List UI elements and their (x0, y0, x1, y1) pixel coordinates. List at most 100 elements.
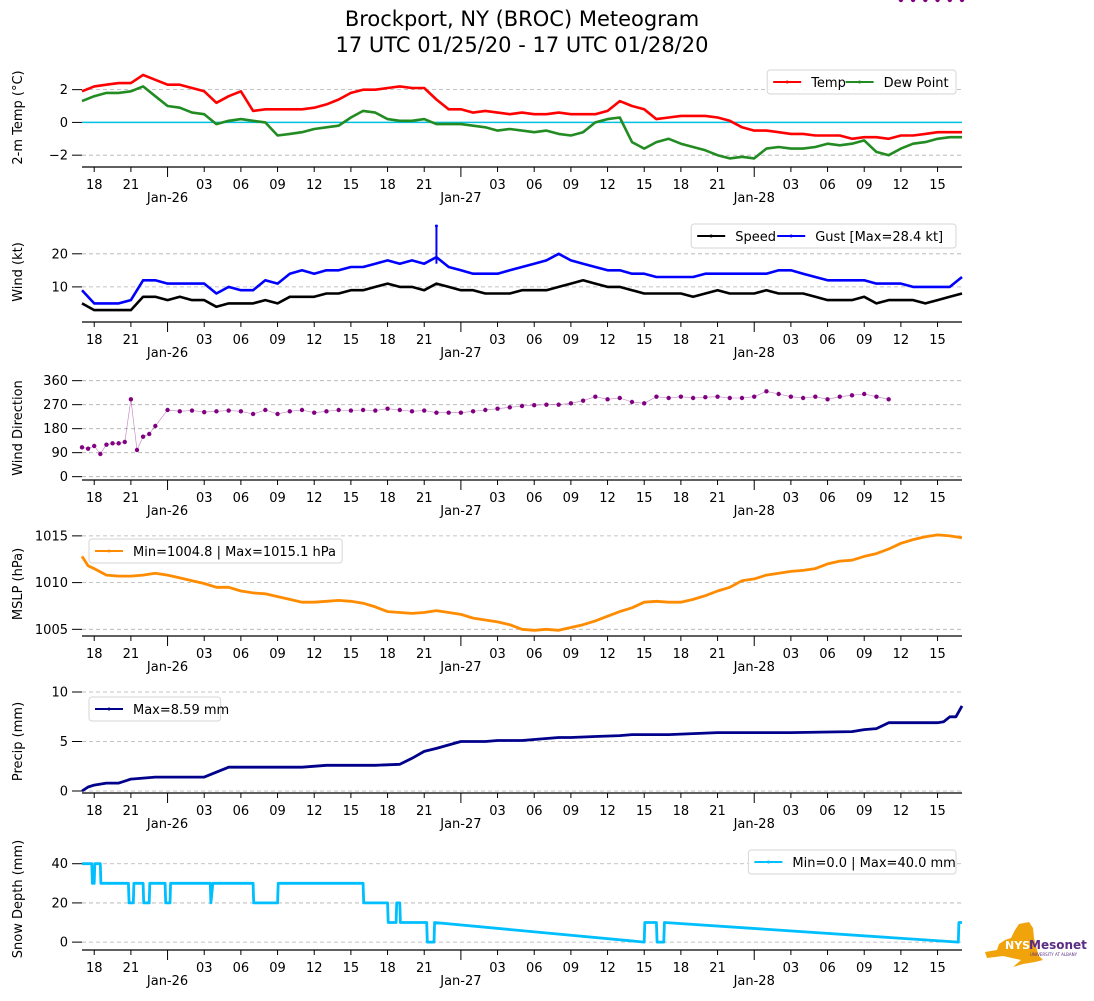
x-tick-label: 15 (636, 333, 653, 348)
legend-box-mslp (88, 538, 343, 564)
x-tick-label: 21 (709, 647, 726, 662)
x-tick-label: 18 (673, 178, 690, 193)
x-tick-label: 18 (673, 804, 690, 819)
x-tick-label: 18 (86, 333, 103, 348)
x-tick-label: 12 (599, 491, 616, 506)
x-tick-label: 15 (636, 647, 653, 662)
x-tick-label: 09 (269, 491, 286, 506)
series-line-snow (82, 862, 962, 944)
y-tick-label: 20 (51, 896, 68, 911)
series-line-dew (81, 85, 962, 160)
x-tick-label: 09 (856, 333, 873, 348)
x-tick-label: 03 (783, 491, 800, 506)
x-day-label: Jan-27 (439, 974, 481, 989)
y-tick-label: 10 (51, 280, 68, 295)
x-tick-label: 06 (526, 178, 543, 193)
legend-marker (789, 234, 793, 238)
x-day-label: Jan-28 (733, 817, 775, 832)
x-day-label: Jan-28 (733, 974, 775, 989)
x-tick-label: 09 (856, 647, 873, 662)
data-point-wdir (947, 0, 952, 3)
series-line-precip (81, 705, 964, 793)
x-tick-label: 09 (563, 961, 580, 976)
x-tick-label: 15 (929, 333, 946, 348)
x-day-label: Jan-26 (146, 974, 188, 989)
legend-box-precip (88, 696, 222, 722)
nys-mesonet-logo: NYS Mesonet UNIVERSITY AT ALBANY (983, 920, 1088, 970)
x-tick-label: 09 (563, 491, 580, 506)
legend-marker (107, 707, 111, 711)
x-tick-label: 06 (819, 961, 836, 976)
y-axis-label-wind: Wind (kt) (11, 242, 26, 302)
x-tick-label: 03 (489, 804, 506, 819)
x-tick-label: 06 (819, 804, 836, 819)
x-tick-label: 09 (269, 647, 286, 662)
x-tick-label: 06 (233, 178, 250, 193)
x-tick-label: 09 (856, 178, 873, 193)
x-tick-label: 06 (233, 333, 250, 348)
chart-title: Brockport, NY (BROC) Meteogram 17 UTC 01… (0, 6, 1044, 58)
x-day-label: Jan-26 (146, 817, 188, 832)
x-tick-label: 15 (343, 491, 360, 506)
y-tick-label: 40 (51, 857, 68, 872)
x-tick-label: 21 (416, 333, 433, 348)
x-tick-label: 18 (673, 333, 690, 348)
x-tick-label: 15 (343, 333, 360, 348)
x-tick-label: 18 (379, 961, 396, 976)
x-tick-label: 12 (306, 961, 323, 976)
x-tick-label: 09 (269, 804, 286, 819)
x-tick-label: 18 (86, 961, 103, 976)
x-tick-label: 03 (783, 961, 800, 976)
x-day-label: Jan-27 (439, 817, 481, 832)
x-tick-label: 09 (563, 333, 580, 348)
x-tick-label: 12 (893, 804, 910, 819)
x-tick-label: 21 (709, 804, 726, 819)
x-tick-label: 12 (306, 804, 323, 819)
x-tick-label: 12 (306, 178, 323, 193)
x-tick-label: 15 (343, 961, 360, 976)
x-tick-label: 03 (783, 647, 800, 662)
wdir-connector-line (81, 390, 889, 455)
x-tick-label: 09 (563, 178, 580, 193)
x-tick-label: 15 (929, 647, 946, 662)
x-tick-label: 06 (233, 961, 250, 976)
y-tick-label: 270 (43, 398, 68, 413)
x-tick-label: 03 (489, 178, 506, 193)
y-tick-label: 360 (43, 374, 68, 389)
x-tick-label: 06 (819, 333, 836, 348)
y-tick-label: −2 (49, 149, 68, 164)
x-tick-label: 15 (636, 491, 653, 506)
x-tick-label: 12 (893, 491, 910, 506)
y-axis-label-wdir: Wind Direction (11, 380, 26, 476)
legend-label: Speed (735, 230, 776, 245)
data-point-wdir (910, 0, 916, 3)
x-tick-label: 06 (819, 647, 836, 662)
x-tick-label: 12 (893, 333, 910, 348)
x-tick-label: 21 (709, 333, 726, 348)
x-tick-label: 09 (856, 961, 873, 976)
x-tick-label: 06 (819, 178, 836, 193)
y-tick-label: 90 (51, 446, 68, 461)
x-tick-label: 06 (526, 647, 543, 662)
x-tick-label: 12 (599, 647, 616, 662)
y-tick-label: 1015 (35, 529, 68, 544)
x-tick-label: 15 (636, 961, 653, 976)
y-axis-label-precip: Precip (mm) (11, 702, 26, 781)
y-axis-label-mslp: MSLP (hPa) (11, 548, 26, 620)
x-day-label: Jan-26 (146, 191, 188, 206)
legend-label: Temp (810, 76, 846, 91)
x-tick-label: 21 (709, 491, 726, 506)
x-tick-label: 21 (123, 333, 140, 348)
x-tick-label: 03 (196, 333, 213, 348)
x-tick-label: 18 (86, 804, 103, 819)
x-tick-label: 15 (929, 961, 946, 976)
y-tick-label: 180 (43, 422, 68, 437)
x-day-label: Jan-27 (439, 346, 481, 361)
x-tick-label: 09 (269, 961, 286, 976)
x-tick-label: 12 (599, 804, 616, 819)
x-tick-label: 21 (416, 491, 433, 506)
x-tick-label: 21 (123, 647, 140, 662)
x-tick-label: 12 (893, 961, 910, 976)
legend-label: Min=1004.8 | Max=1015.1 hPa (133, 545, 336, 560)
series-line-mslp (80, 533, 963, 632)
